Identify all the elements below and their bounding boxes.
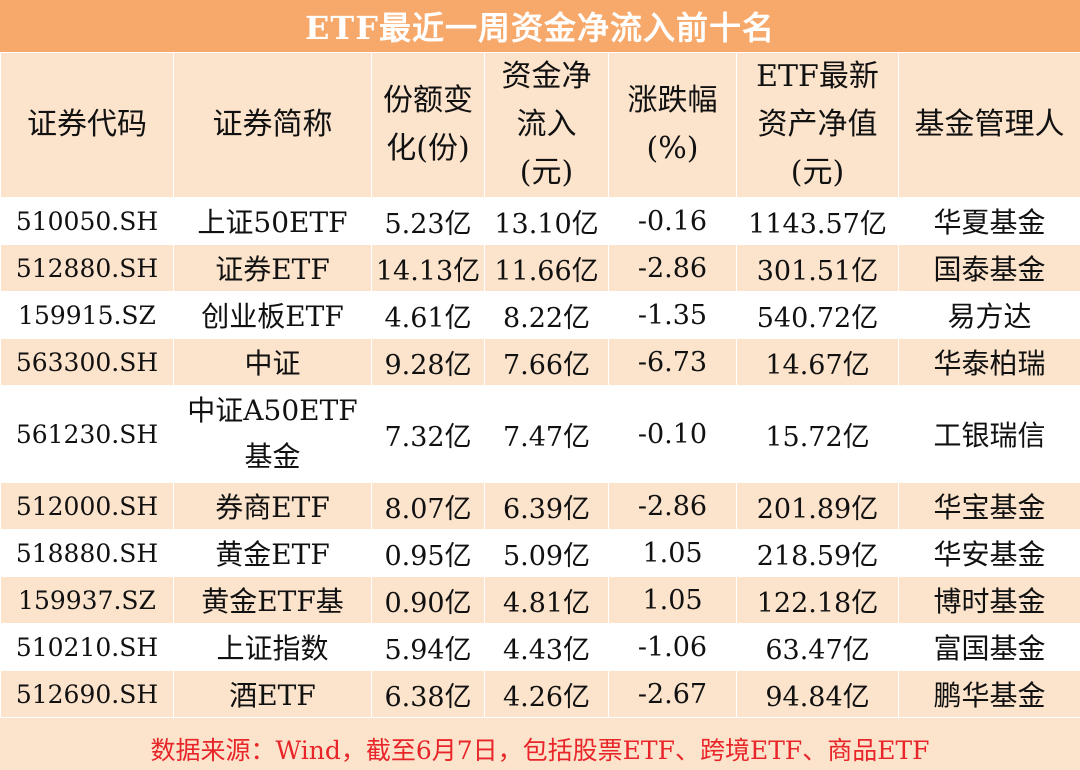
header-name: 证券简称 [173, 52, 372, 198]
cell-net-inflow: 11.66亿 [484, 244, 609, 292]
cell-share-change: 6.38亿 [371, 670, 485, 718]
cell-nav: 218.59亿 [736, 529, 899, 577]
table-row: 563300.SH 中证 9.28亿 7.66亿 -6.73 14.67亿 华泰… [0, 338, 1080, 386]
cell-name: 中证A50ETF基金 [173, 385, 372, 483]
cell-name: 创业板ETF [173, 291, 372, 339]
table-row: 518880.SH 黄金ETF 0.95亿 5.09亿 1.05 218.59亿… [0, 529, 1080, 577]
cell-nav: 15.72亿 [736, 385, 899, 483]
cell-change-pct: -1.35 [608, 291, 737, 339]
header-code: 证券代码 [0, 52, 174, 198]
cell-nav: 1143.57亿 [736, 197, 899, 245]
cell-name: 黄金ETF [173, 529, 372, 577]
table-body: 510050.SH 上证50ETF 5.23亿 13.10亿 -0.16 114… [0, 197, 1080, 718]
cell-share-change: 4.61亿 [371, 291, 485, 339]
cell-name: 酒ETF [173, 670, 372, 718]
cell-manager: 华泰柏瑞 [898, 338, 1080, 386]
cell-nav: 201.89亿 [736, 482, 899, 530]
cell-manager: 华宝基金 [898, 482, 1080, 530]
cell-change-pct: -1.06 [608, 623, 737, 671]
cell-change-pct: -0.10 [608, 385, 737, 483]
cell-net-inflow: 6.39亿 [484, 482, 609, 530]
cell-code: 510210.SH [0, 623, 174, 671]
table-row: 510210.SH 上证指数 5.94亿 4.43亿 -1.06 63.47亿 … [0, 623, 1080, 671]
data-source-note: 数据来源：Wind，截至6月7日，包括股票ETF、跨境ETF、商品ETF [0, 728, 1080, 770]
cell-manager: 易方达 [898, 291, 1080, 339]
cell-manager: 华夏基金 [898, 197, 1080, 245]
table-row: 512000.SH 券商ETF 8.07亿 6.39亿 -2.86 201.89… [0, 482, 1080, 530]
cell-change-pct: -2.86 [608, 244, 737, 292]
cell-manager: 博时基金 [898, 576, 1080, 624]
cell-manager: 华安基金 [898, 529, 1080, 577]
cell-net-inflow: 7.47亿 [484, 385, 609, 483]
table-row: 510050.SH 上证50ETF 5.23亿 13.10亿 -0.16 114… [0, 197, 1080, 245]
cell-code: 159937.SZ [0, 576, 174, 624]
table-row: 159915.SZ 创业板ETF 4.61亿 8.22亿 -1.35 540.7… [0, 291, 1080, 339]
cell-manager: 鹏华基金 [898, 670, 1080, 718]
cell-net-inflow: 4.43亿 [484, 623, 609, 671]
cell-change-pct: -2.67 [608, 670, 737, 718]
cell-code: 563300.SH [0, 338, 174, 386]
header-share-change: 份额变 化(份) [371, 52, 485, 198]
cell-manager: 工银瑞信 [898, 385, 1080, 483]
cell-manager: 富国基金 [898, 623, 1080, 671]
cell-code: 510050.SH [0, 197, 174, 245]
cell-manager: 国泰基金 [898, 244, 1080, 292]
cell-change-pct: -6.73 [608, 338, 737, 386]
header-nav: ETF最新 资产净值 (元) [736, 52, 899, 198]
cell-name: 券商ETF [173, 482, 372, 530]
table-row: 561230.SH 中证A50ETF基金 7.32亿 7.47亿 -0.10 1… [0, 385, 1080, 483]
cell-change-pct: 1.05 [608, 529, 737, 577]
etf-table: 证券代码 证券简称 份额变 化(份) 资金净 流入 (元) 涨跌幅 (%) ETF最新资… [0, 52, 1080, 718]
table-row: 512690.SH 酒ETF 6.38亿 4.26亿 -2.67 94.84亿 … [0, 670, 1080, 718]
cell-nav: 540.72亿 [736, 291, 899, 339]
cell-code: 512880.SH [0, 244, 174, 292]
cell-nav: 63.47亿 [736, 623, 899, 671]
table-row: 159937.SZ 黄金ETF基 0.90亿 4.81亿 1.05 122.18… [0, 576, 1080, 624]
cell-share-change: 9.28亿 [371, 338, 485, 386]
cell-share-change: 0.95亿 [371, 529, 485, 577]
cell-share-change: 7.32亿 [371, 385, 485, 483]
cell-name: 证券ETF [173, 244, 372, 292]
cell-net-inflow: 8.22亿 [484, 291, 609, 339]
cell-change-pct: 1.05 [608, 576, 737, 624]
cell-net-inflow: 7.66亿 [484, 338, 609, 386]
cell-net-inflow: 4.26亿 [484, 670, 609, 718]
cell-code: 518880.SH [0, 529, 174, 577]
table-title: ETF最近一周资金净流入前十名 [0, 0, 1080, 52]
cell-net-inflow: 4.81亿 [484, 576, 609, 624]
cell-share-change: 14.13亿 [371, 244, 485, 292]
cell-nav: 94.84亿 [736, 670, 899, 718]
cell-share-change: 8.07亿 [371, 482, 485, 530]
cell-nav: 122.18亿 [736, 576, 899, 624]
cell-share-change: 5.23亿 [371, 197, 485, 245]
header-change-pct: 涨跌幅 (%) [608, 52, 737, 198]
table-row: 512880.SH 证券ETF 14.13亿 11.66亿 -2.86 301.… [0, 244, 1080, 292]
cell-code: 512000.SH [0, 482, 174, 530]
header-manager: 基金管理人 [898, 52, 1080, 198]
cell-name: 上证50ETF [173, 197, 372, 245]
cell-net-inflow: 13.10亿 [484, 197, 609, 245]
header-net-inflow: 资金净 流入 (元) [484, 52, 609, 198]
cell-share-change: 0.90亿 [371, 576, 485, 624]
cell-name: 上证指数 [173, 623, 372, 671]
cell-change-pct: -0.16 [608, 197, 737, 245]
cell-name: 中证 [173, 338, 372, 386]
cell-code: 561230.SH [0, 385, 174, 483]
cell-code: 159915.SZ [0, 291, 174, 339]
cell-share-change: 5.94亿 [371, 623, 485, 671]
cell-change-pct: -2.86 [608, 482, 737, 530]
cell-code: 512690.SH [0, 670, 174, 718]
cell-nav: 14.67亿 [736, 338, 899, 386]
cell-name: 黄金ETF基 [173, 576, 372, 624]
cell-nav: 301.51亿 [736, 244, 899, 292]
cell-net-inflow: 5.09亿 [484, 529, 609, 577]
header-row: 证券代码 证券简称 份额变 化(份) 资金净 流入 (元) 涨跌幅 (%) ETF最新资… [0, 52, 1080, 198]
